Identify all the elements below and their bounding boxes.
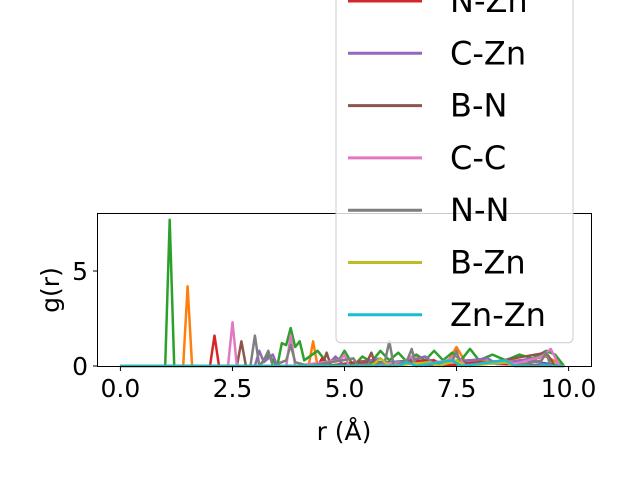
x-tick-label: 0.0	[101, 374, 141, 403]
y-axis: 05	[72, 257, 98, 381]
legend-label: C-Zn	[450, 34, 526, 72]
x-tick-label: 5.0	[325, 374, 365, 403]
legend-label: Zn-Zn	[450, 296, 546, 334]
legend: N-Zn C-Zn B-N C-C N-N B-Zn Zn-Zn	[335, 0, 574, 344]
series-line-2	[120, 218, 566, 368]
legend-label: B-Zn	[450, 244, 526, 282]
y-tick-label: 0	[72, 352, 88, 381]
x-tick-label: 2.5	[213, 374, 253, 403]
y-tick-label: 5	[72, 257, 88, 286]
legend-label: B-N	[450, 87, 507, 125]
x-axis-label: r (Å)	[317, 417, 372, 446]
legend-label: N-N	[450, 191, 509, 229]
series-line-9	[120, 359, 565, 368]
y-axis-label: g(r)	[36, 267, 65, 313]
legend-box	[335, 0, 574, 344]
x-tick-label: 7.5	[437, 374, 477, 403]
legend-label: C-C	[450, 139, 506, 177]
x-axis: 0.0 2.5 5.0 7.5 10.0	[101, 366, 597, 403]
legend-label: N-Zn	[450, 0, 528, 20]
x-tick-label: 10.0	[541, 374, 597, 403]
